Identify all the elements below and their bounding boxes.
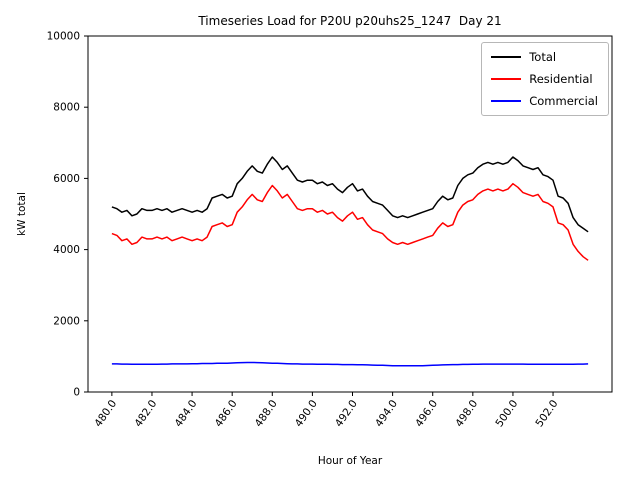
x-tick-label: 502.0	[533, 398, 560, 430]
chart-title: Timeseries Load for P20U p20uhs25_1247 D…	[198, 14, 502, 28]
x-tick-label: 486.0	[213, 398, 240, 430]
x-tick-label: 488.0	[253, 398, 280, 430]
legend-item-commercial: Commercial	[491, 94, 598, 108]
y-tick-label: 4000	[53, 244, 80, 256]
legend-item-residential: Residential	[491, 72, 598, 86]
x-tick-label: 492.0	[333, 398, 360, 430]
y-tick-label: 10000	[47, 31, 80, 43]
series-line-residential	[111, 182, 589, 261]
series-line-commercial	[111, 361, 589, 367]
legend-line-total	[491, 56, 522, 58]
series-line-total	[111, 156, 589, 233]
y-tick-label: 6000	[53, 173, 80, 185]
x-tick-label: 484.0	[172, 398, 199, 430]
legend: Total Residential Commercial	[481, 42, 609, 116]
y-tick-label: 0	[73, 387, 80, 399]
axes-frame	[87, 35, 613, 393]
x-tick-label: 498.0	[453, 398, 480, 430]
x-axis-label: Hour of Year	[317, 455, 383, 467]
legend-label-residential: Residential	[529, 72, 593, 86]
x-tick-label: 480.0	[92, 398, 119, 430]
y-tick-label: 8000	[53, 102, 80, 114]
x-tick-label: 490.0	[293, 398, 320, 430]
legend-label-commercial: Commercial	[529, 94, 598, 108]
legend-label-total: Total	[529, 50, 557, 64]
x-tick-label: 482.0	[132, 398, 159, 430]
x-tick-label: 496.0	[413, 398, 440, 430]
legend-line-commercial	[491, 100, 522, 102]
legend-line-residential	[491, 78, 522, 80]
x-tick-label: 494.0	[373, 398, 400, 430]
y-tick-label: 2000	[53, 315, 80, 327]
legend-item-total: Total	[491, 50, 598, 64]
x-tick-label: 500.0	[493, 398, 520, 430]
